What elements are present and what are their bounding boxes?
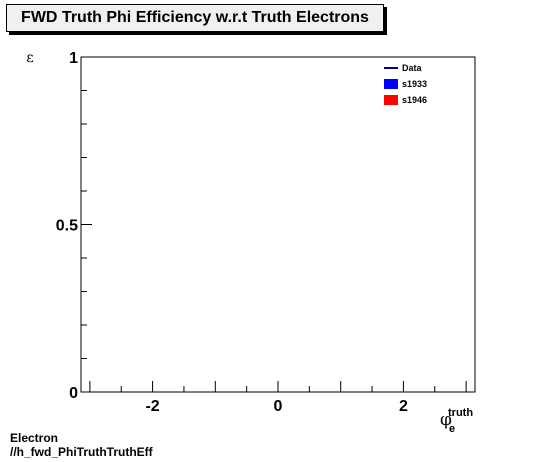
y-axis-ticks [81,56,92,393]
y-tick-label: 0.5 [56,218,78,235]
y-tick-label: 0 [69,385,78,402]
x-tick-label: -2 [145,398,159,415]
svg-text:e: e [449,423,455,435]
y-axis-label: ε [26,50,33,66]
x-tick-label: 0 [274,398,283,415]
plot-frame [80,56,476,393]
svg-text:φ: φ [440,410,452,430]
legend: Data s1933 s1946 [384,63,427,105]
footer-histogram-path: //h_fwd_PhiTruthTruthEff [10,445,153,459]
legend-swatch-box [384,95,398,105]
legend-entry-label: s1946 [402,95,427,105]
footer-label-electron: Electron [10,431,59,445]
legend-entry-label: Data [402,63,423,73]
legend-entry-label: s1933 [402,79,427,89]
svg-text:truth: truth [448,407,473,419]
x-tick-label: 2 [399,398,408,415]
x-axis-label: φ truth e [440,407,473,435]
x-axis-tick-labels: -2 0 2 [145,398,407,415]
y-tick-label: 1 [69,50,78,67]
legend-swatch-box [384,79,398,89]
x-axis-ticks [89,381,467,392]
y-axis-tick-labels: 00.51 [56,50,78,402]
chart-title: FWD Truth Phi Efficiency w.r.t Truth Ele… [6,4,384,32]
